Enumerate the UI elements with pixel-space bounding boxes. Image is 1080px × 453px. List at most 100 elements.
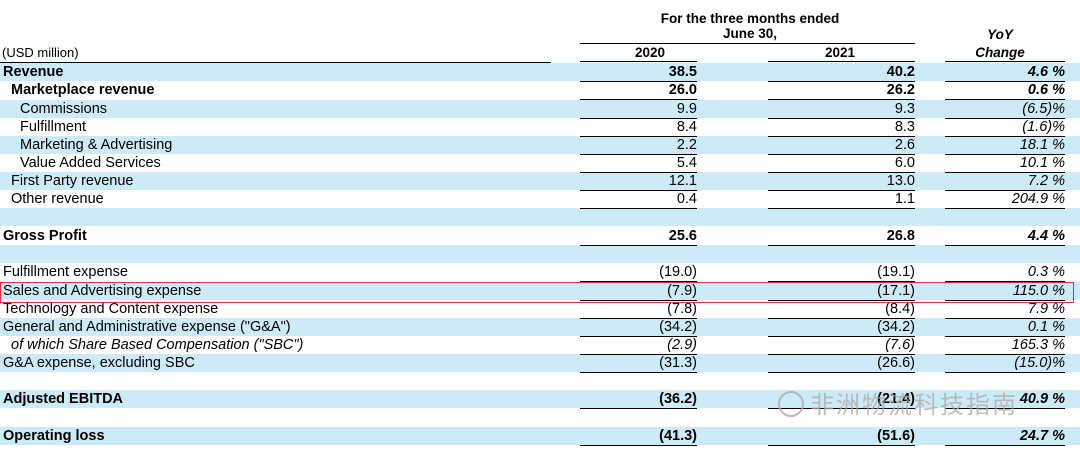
value-yoy <box>945 245 1065 263</box>
table-row <box>0 245 1080 263</box>
value-2020: (7.8) <box>667 301 697 317</box>
value-2021: (8.4) <box>885 301 915 317</box>
value-2020 <box>580 208 697 226</box>
value-yoy: 7.9 % <box>1027 301 1065 317</box>
row-label: Sales and Advertising expense <box>3 283 202 299</box>
value-2021: 13.0 <box>886 173 915 189</box>
value-2020: (34.2) <box>659 319 697 335</box>
cell-underline <box>580 190 697 191</box>
value-yoy: 4.4 % <box>1027 228 1065 244</box>
row-label: Gross Profit <box>3 228 87 244</box>
cell-underline <box>768 136 915 137</box>
value-yoy: 115.0 % <box>1012 283 1065 299</box>
row-label: General and Administrative expense ("G&A… <box>3 319 291 335</box>
cell-underline <box>945 208 1065 209</box>
value-yoy: 7.2 % <box>1027 173 1065 189</box>
value-yoy <box>945 372 1065 390</box>
value-2021: 26.2 <box>886 82 915 98</box>
watermark-text: 非洲物流科技指南 <box>810 391 1018 419</box>
value-2021: (26.6) <box>877 355 915 371</box>
cell-underline <box>768 190 915 191</box>
value-yoy: 165.3 % <box>1011 337 1065 353</box>
header-rule-yoy <box>945 61 1065 62</box>
cell-underline <box>580 372 697 373</box>
cell-underline <box>945 408 1065 409</box>
cell-underline <box>945 81 1065 82</box>
table-row: of which Share Based Compensation ("SBC"… <box>0 336 1080 354</box>
value-2020: (2.9) <box>667 337 697 353</box>
cell-underline <box>580 208 697 209</box>
cell-underline <box>580 245 697 246</box>
cell-underline <box>580 172 697 173</box>
value-2020: (41.3) <box>659 428 697 444</box>
period-heading-line1: For the three months ended <box>660 11 840 26</box>
cell-underline <box>768 99 915 100</box>
value-2021: (19.1) <box>877 264 915 280</box>
cell-underline <box>768 372 915 373</box>
value-2021: 9.3 <box>894 101 915 117</box>
table-row: Other revenue 0.4 1.1 204.9 % <box>0 190 1080 208</box>
value-2020: 0.4 <box>676 191 697 207</box>
value-2020 <box>580 372 697 390</box>
value-2021 <box>768 372 915 390</box>
table-row: Marketplace revenue 26.0 26.2 0.6 % <box>0 81 1080 99</box>
value-2020: 25.6 <box>668 228 697 244</box>
cell-underline <box>768 408 915 409</box>
header-rule-2021 <box>768 61 915 62</box>
cell-underline <box>945 136 1065 137</box>
value-yoy: 40.9 % <box>1019 391 1065 407</box>
table-row: Operating loss (41.3) (51.6) 24.7 % <box>0 427 1080 445</box>
period-heading-rule <box>580 43 915 44</box>
cell-underline <box>580 118 697 119</box>
row-label: Value Added Services <box>20 155 161 171</box>
value-2021: (21.4) <box>877 391 915 407</box>
value-2020: (31.3) <box>659 355 697 371</box>
cell-underline <box>768 118 915 119</box>
value-2020: 26.0 <box>668 82 697 98</box>
row-label: Marketing & Advertising <box>20 137 173 153</box>
cell-underline <box>945 154 1065 155</box>
value-yoy: 10.1 % <box>1019 155 1065 171</box>
cell-underline <box>580 408 697 409</box>
yoy-heading-line1: YoY <box>987 27 1013 42</box>
watermark: 非洲物流科技指南 <box>778 390 1018 420</box>
cell-underline <box>945 336 1065 337</box>
table-row: Revenue 38.5 40.2 4.6 % <box>0 63 1080 81</box>
cell-underline <box>768 81 915 82</box>
value-yoy: (1.6)% <box>1022 119 1065 135</box>
cell-underline <box>580 445 697 446</box>
table-row: Commissions 9.9 9.3 (6.5)% <box>0 100 1080 118</box>
value-2021: 1.1 <box>894 191 915 207</box>
value-yoy: (6.5)% <box>1022 101 1065 117</box>
row-label: Commissions <box>20 101 108 117</box>
row-label: Adjusted EBITDA <box>3 391 124 407</box>
row-label: Other revenue <box>11 191 104 207</box>
cell-underline <box>580 81 697 82</box>
table-row: First Party revenue 12.1 13.0 7.2 % <box>0 172 1080 190</box>
cell-underline <box>945 172 1065 173</box>
value-2021: 2.6 <box>894 137 915 153</box>
table-row: Fulfillment 8.4 8.3 (1.6)% <box>0 118 1080 136</box>
cell-underline <box>768 445 915 446</box>
col-header-2021: 2021 <box>824 45 856 60</box>
table-row: Value Added Services 5.4 6.0 10.1 % <box>0 154 1080 172</box>
cell-underline <box>945 99 1065 100</box>
col-header-2020: 2020 <box>634 45 666 60</box>
cell-underline <box>768 318 915 319</box>
value-yoy: 0.1 % <box>1027 319 1065 335</box>
cell-underline <box>945 318 1065 319</box>
value-2020 <box>580 408 697 426</box>
value-2020: 38.5 <box>668 64 697 80</box>
value-2020: (7.9) <box>667 283 697 299</box>
units-label: (USD million) <box>2 45 79 60</box>
table-row: G&A expense, excluding SBC (31.3) (26.6) (1… <box>0 354 1080 372</box>
table-row: General and Administrative expense ("G&A… <box>0 318 1080 336</box>
period-heading-line2: June 30, <box>722 26 778 41</box>
table-row: Sales and Advertising expense (7.9) (17.1)… <box>0 282 1080 300</box>
value-2020: 8.4 <box>676 119 697 135</box>
cell-underline <box>945 190 1065 191</box>
cell-underline <box>580 136 697 137</box>
value-2021: (51.6) <box>877 428 915 444</box>
cell-underline <box>580 154 697 155</box>
table-row: Technology and Content expense (7.8) (8.4)… <box>0 300 1080 318</box>
